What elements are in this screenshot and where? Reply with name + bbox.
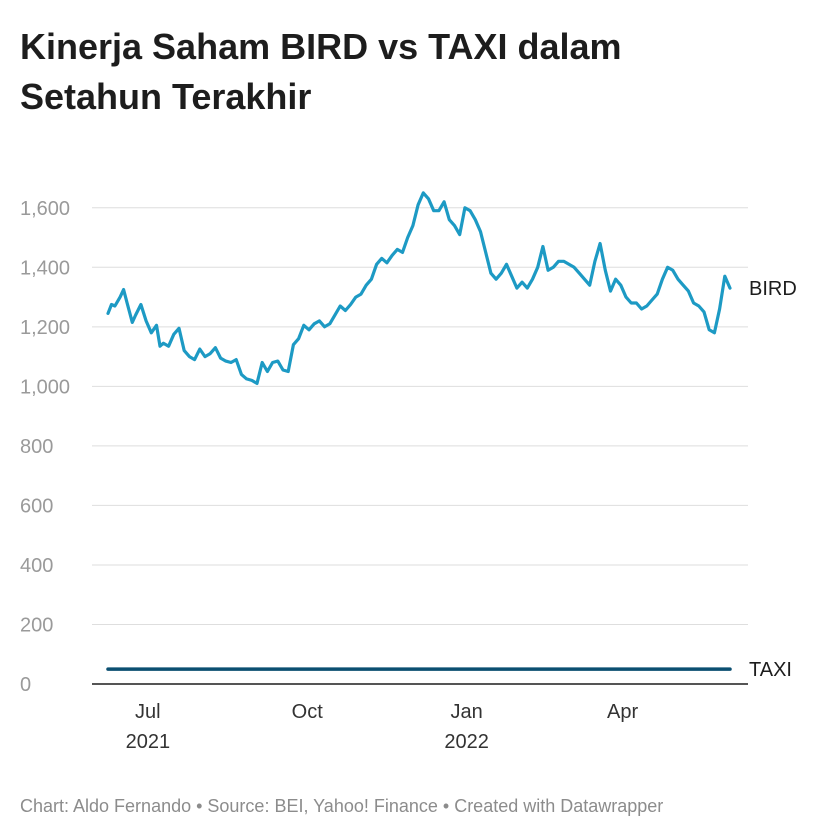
chart-footer: Chart: Aldo Fernando • Source: BEI, Yaho… [20,796,664,816]
y-tick-label: 400 [20,555,53,577]
x-tick-year-label: 2021 [126,731,171,753]
y-tick-label: 600 [20,495,53,517]
series-lines [106,191,732,671]
y-axis-tick-labels: 0 200 400 600 800 1,000 1,200 1,400 1,600 [20,198,70,696]
x-axis-tick-labels: Jul 2021 Oct Jan 2022 Apr [126,701,639,753]
x-tick-label: Oct [292,701,324,723]
x-tick-label: Jan [451,701,483,723]
y-tick-label: 1,400 [20,257,70,279]
y-tick-label: 0 [20,674,31,696]
y-tick-label: 1,200 [20,317,70,339]
y-tick-label: 800 [20,436,53,458]
x-tick-label: Apr [607,701,638,723]
y-tick-label: 1,000 [20,376,70,398]
x-tick-label: Jul [135,701,161,723]
series-label-bird: BIRD [749,278,797,300]
series-line-bird [106,191,732,385]
line-chart: 0 200 400 600 800 1,000 1,200 1,400 1,600 Jul 202… [20,191,797,753]
chart-title: Kinerja Saham BIRD vs TAXI dalam Setahun… [20,26,622,117]
y-tick-label: 200 [20,614,53,636]
series-labels: BIRD TAXI [749,278,797,681]
x-tick-year-label: 2022 [444,731,489,753]
gridlines [92,207,748,685]
y-tick-label: 1,600 [20,198,70,220]
series-label-taxi: TAXI [749,659,792,681]
